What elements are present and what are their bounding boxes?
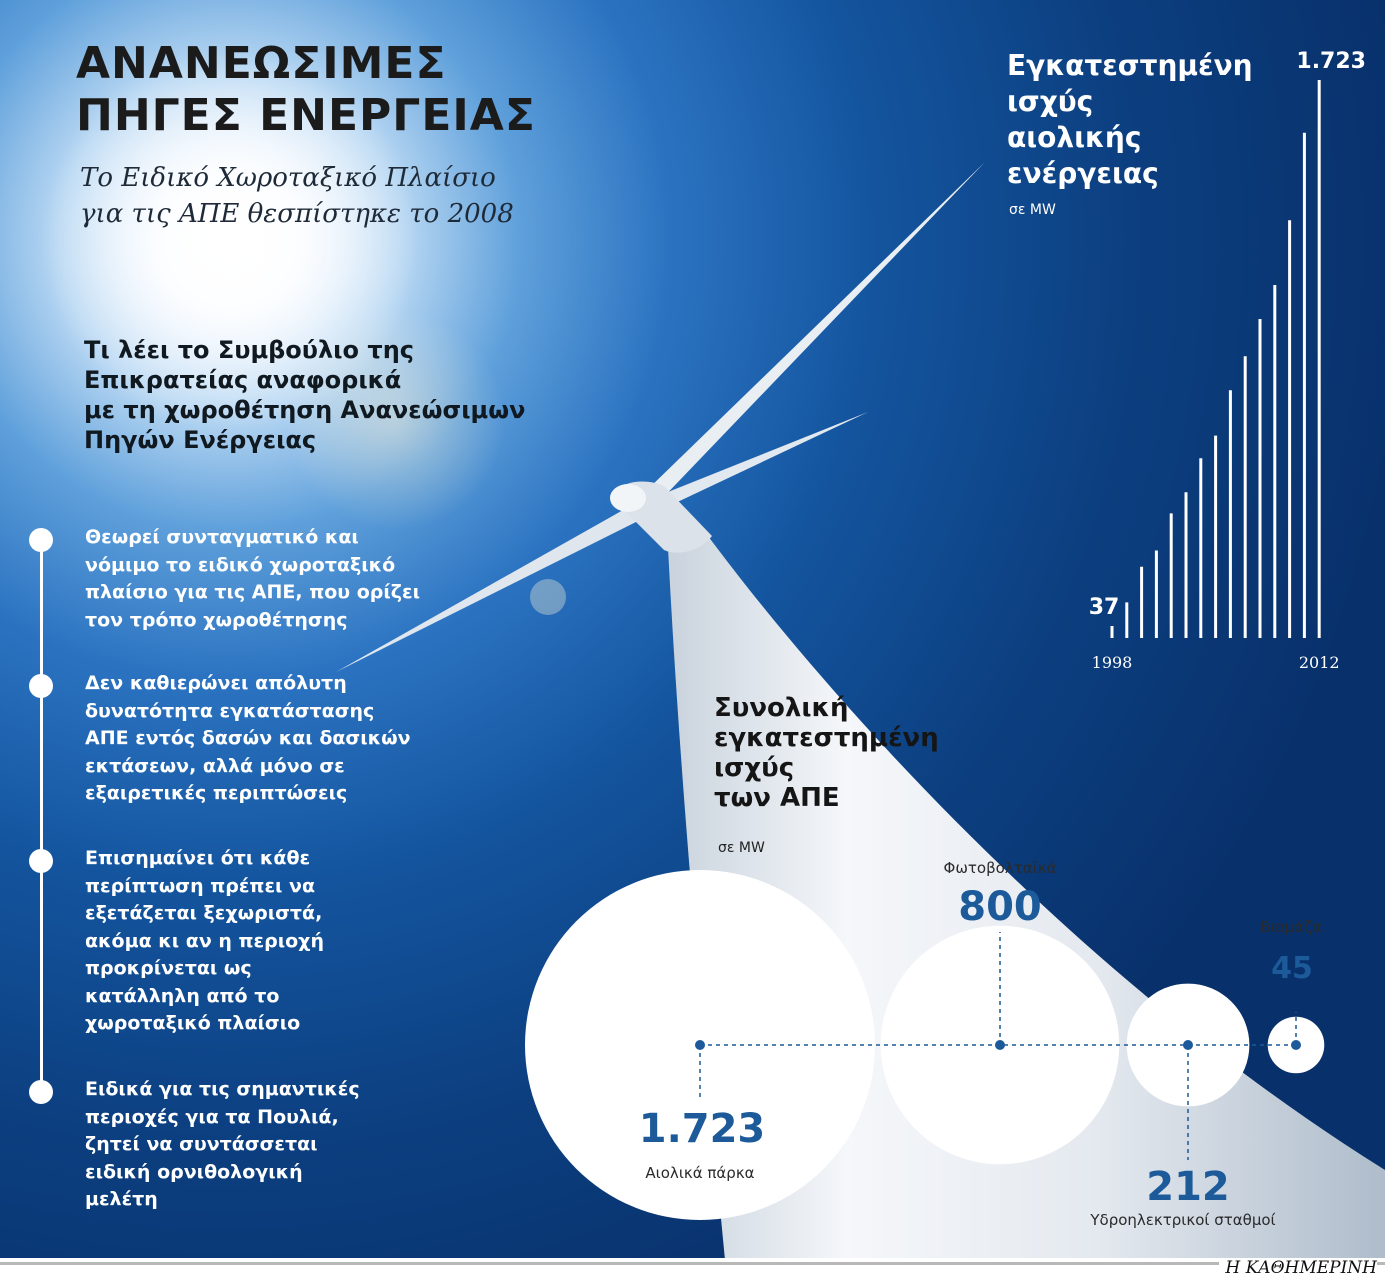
- bubble-value-label: 212: [1146, 1164, 1230, 1210]
- ste-section-heading: Τι λέει το Συμβούλιο της Επικρατείας ανα…: [84, 335, 584, 455]
- bubble-value-label: 800: [958, 884, 1042, 930]
- ste-heading-line: Επικρατείας αναφορικά: [84, 366, 402, 394]
- ste-point-line: εξετάζεται ξεχωριστά,: [85, 902, 323, 924]
- footer-rule: [0, 1262, 1385, 1265]
- ste-point-line: χωροταξικό πλαίσιο: [85, 1012, 301, 1034]
- total-chart-unit: σε MW: [718, 840, 765, 856]
- timeline-dot: [29, 849, 53, 873]
- ste-point-line: Επισημαίνει ότι κάθε: [85, 847, 311, 869]
- bubble-category-label: Βιομάζα: [1260, 918, 1322, 936]
- ste-point-line: μελέτη: [85, 1188, 158, 1210]
- ste-point-line: περιοχές για τα Πουλιά,: [85, 1105, 339, 1128]
- bubble-value-label: 1.723: [639, 1106, 766, 1152]
- wind-value-label: 1.723: [1296, 49, 1366, 74]
- ste-point-line: εξαιρετικές περιπτώσεις: [85, 782, 348, 804]
- ste-point-3: Επισημαίνει ότι κάθε περίπτωση πρέπει να…: [85, 845, 420, 1038]
- ste-point-line: Ειδικά για τις σημαντικές: [85, 1078, 360, 1100]
- ste-heading-line: Πηγών Ενέργειας: [84, 426, 317, 454]
- turbine-blade-left: [336, 505, 640, 672]
- title-line-1: ΑΝΑΝΕΩΣΙΜΕΣ: [76, 38, 447, 89]
- ste-point-line: κατάλληλη από το: [85, 984, 280, 1007]
- sun-glow: [40, 50, 420, 430]
- ste-heading-line: με τη χωροθέτηση Ανανεώσιμων: [84, 396, 526, 424]
- total-title-line: εγκατεστημένη: [714, 723, 939, 753]
- ste-point-line: νόμιμο το ειδικό χωροταξικό: [85, 553, 396, 576]
- bubble-category-label: Αιολικά πάρκα: [645, 1164, 754, 1182]
- wind-title-line: αιολικής: [1007, 121, 1142, 154]
- bubble-category-label: Υδροηλεκτρικοί σταθμοί: [1089, 1211, 1275, 1229]
- subtitle-line-2: για τις ΑΠΕ θεσπίστηκε το 2008: [80, 199, 514, 229]
- wind-chart-unit: σε MW: [1009, 202, 1056, 218]
- timeline-dot: [29, 1080, 53, 1104]
- page-title: ΑΝΑΝΕΩΣΙΜΕΣ ΠΗΓΕΣ ΕΝΕΡΓΕΙΑΣ: [76, 38, 596, 142]
- ste-point-1: Θεωρεί συνταγματικό και νόμιμο το ειδικό…: [85, 524, 420, 634]
- bubble-center-dot: [995, 1040, 1005, 1050]
- ste-point-line: Δεν καθιερώνει απόλυτη: [85, 672, 347, 694]
- ste-point-line: εκτάσεων, αλλά μόνο σε: [85, 754, 345, 777]
- wind-tick-label: 1998: [1092, 653, 1133, 672]
- turbine-blade-right: [648, 412, 868, 514]
- ste-point-line: ΑΠΕ εντός δασών και δασικών: [85, 727, 411, 749]
- ste-point-2: Δεν καθιερώνει απόλυτη δυνατότητα εγκατά…: [85, 670, 420, 808]
- wind-value-label: 37: [1089, 595, 1120, 620]
- turbine-hub: [610, 484, 646, 512]
- bubble-category-label: Φωτοβολταϊκά: [944, 859, 1057, 877]
- total-title-line: των ΑΠΕ: [714, 783, 840, 813]
- timeline-dot: [29, 528, 53, 552]
- subtitle-line-1: Το Ειδικό Χωροταξικό Πλαίσιο: [80, 163, 496, 193]
- ste-point-line: περίπτωση πρέπει να: [85, 874, 316, 897]
- page-subtitle: Το Ειδικό Χωροταξικό Πλαίσιο για τις ΑΠΕ…: [80, 160, 600, 232]
- wind-capacity-chart: 37 1.723 1998 2012: [1089, 49, 1366, 672]
- ste-point-line: δυνατότητα εγκατάστασης: [85, 699, 375, 722]
- ste-point-line: ακόμα κι αν η περιοχή: [85, 929, 324, 952]
- bubble-center-dot: [1183, 1040, 1193, 1050]
- wind-title-line: ενέργειας: [1007, 157, 1159, 190]
- wind-title-line: Εγκατεστημένη: [1007, 49, 1253, 82]
- total-title-line: ισχύς: [714, 753, 795, 783]
- wind-tick-label: 2012: [1299, 653, 1340, 672]
- turbine-blade-upper: [645, 162, 985, 506]
- total-chart-title: Συνολική εγκατεστημένη ισχύς των ΑΠΕ: [714, 693, 974, 813]
- bubble-center-dot: [695, 1040, 705, 1050]
- total-title-line: Συνολική: [714, 693, 849, 723]
- publisher-brand: Η ΚΑΘΗΜΕΡΙΝΗ: [1219, 1258, 1377, 1278]
- ste-point-line: τον τρόπο χωροθέτησης: [85, 608, 348, 631]
- wind-chart-title: Εγκατεστημένη ισχύς αιολικής ενέργειας: [1007, 48, 1257, 192]
- ste-point-line: προκρίνεται ως: [85, 957, 252, 979]
- lens-flare-small: [530, 579, 566, 615]
- lens-flare: [285, 310, 505, 530]
- wind-title-line: ισχύς: [1007, 85, 1094, 118]
- timeline-dot: [29, 674, 53, 698]
- ste-point-line: Θεωρεί συνταγματικό και: [85, 526, 359, 548]
- total-capacity-chart: 1.723 Αιολικά πάρκα 800 Φωτοβολταϊκά 212Υδρο…: [525, 859, 1325, 1229]
- bubble-value-label: 45: [1271, 951, 1313, 986]
- timeline-line: [40, 540, 43, 1090]
- title-line-2: ΠΗΓΕΣ ΕΝΕΡΓΕΙΑΣ: [76, 90, 536, 141]
- ste-point-line: ειδική ορνιθολογική: [85, 1160, 303, 1183]
- ste-point-line: πλαίσιο για τις ΑΠΕ, που ορίζει: [85, 581, 421, 603]
- ste-heading-line: Τι λέει το Συμβούλιο της: [84, 336, 414, 364]
- ste-point-line: ζητεί να συντάσσεται: [85, 1133, 318, 1155]
- ste-point-4: Ειδικά για τις σημαντικές περιοχές για τ…: [85, 1076, 420, 1214]
- bubble-center-dot: [1291, 1040, 1301, 1050]
